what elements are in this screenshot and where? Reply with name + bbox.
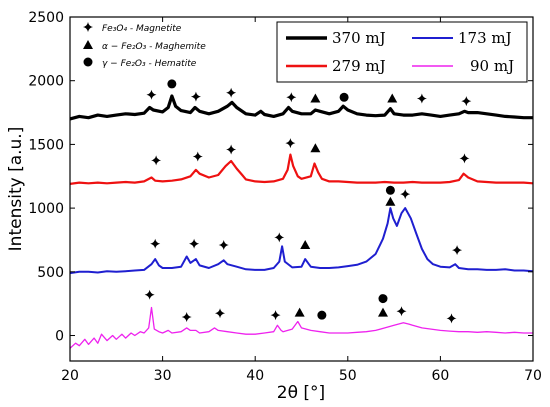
phase-marker-cross-8	[416, 93, 427, 104]
plot-frame	[69, 16, 534, 362]
marker-legend-triangle-icon	[83, 40, 93, 49]
phase-marker-cross-28	[270, 310, 281, 321]
phase-marker-cross-15	[459, 153, 470, 164]
phase-marker-cross-33	[396, 306, 407, 317]
phase-marker-cross-9	[461, 96, 472, 107]
phase-marker-cross-12	[226, 144, 237, 155]
phase-marker-cross-23	[400, 189, 411, 200]
phase-marker-circle-6	[339, 92, 349, 102]
legend-label-173: 173 mJ	[458, 29, 512, 47]
phase-marker-cross-0	[146, 89, 157, 100]
phase-marker-cross-26	[181, 312, 192, 323]
series-line-90-mj	[70, 306, 533, 349]
y-tick-label: 500	[37, 265, 64, 281]
phase-marker-cross-16	[150, 238, 161, 249]
marker-legend: Fe₃O₄ - Magnetite α − Fe₂O₃ - Maghemite …	[83, 22, 206, 69]
y-tick-label: 0	[55, 329, 64, 345]
x-tick-label: 40	[246, 368, 264, 384]
series-line-173-mj	[70, 207, 533, 275]
marker-legend-maghemite: α − Fe₂O₃ - Maghemite	[102, 42, 206, 52]
phase-marker-circle-21	[385, 185, 395, 195]
y-tick-label: 1500	[28, 137, 64, 153]
phase-marker-cross-24	[452, 245, 463, 256]
phase-marker-triangle-7	[387, 93, 398, 103]
x-tick-label: 20	[61, 368, 79, 384]
y-tick-label: 2000	[28, 74, 64, 90]
phase-marker-cross-19	[274, 232, 285, 243]
legend-label-90: 90 mJ	[470, 57, 514, 75]
phase-marker-cross-25	[144, 289, 155, 300]
phase-marker-cross-18	[218, 240, 229, 251]
phase-marker-cross-2	[190, 91, 201, 102]
series-legend: 370 mJ 173 mJ 279 mJ 90 mJ	[276, 21, 528, 83]
series-line-279-mj	[70, 153, 533, 185]
phase-marker-triangle-20	[300, 240, 311, 250]
x-axis-label: 2θ [°]	[277, 383, 325, 403]
phase-marker-cross-27	[215, 308, 226, 319]
x-tick-label: 50	[339, 368, 357, 384]
x-tick-label: 60	[431, 368, 449, 384]
phase-marker-cross-34	[446, 313, 457, 324]
phase-marker-circle-1	[167, 79, 177, 89]
legend-label-279: 279 mJ	[332, 57, 386, 75]
phase-marker-cross-10	[151, 155, 162, 166]
x-tick-label: 30	[154, 368, 172, 384]
x-tick-label: 70	[524, 368, 542, 384]
marker-legend-hematite: γ − Fe₂O₃ - Hematite	[102, 59, 197, 69]
y-tick-label: 2500	[28, 10, 64, 26]
phase-marker-cross-11	[192, 151, 203, 162]
phase-marker-cross-13	[285, 138, 296, 149]
series-line-370-mj	[70, 94, 533, 121]
legend-label-370: 370 mJ	[332, 29, 386, 47]
legend-box	[276, 21, 528, 83]
marker-legend-magnetite: Fe₃O₄ - Magnetite	[102, 24, 182, 34]
phase-marker-triangle-29	[294, 307, 305, 317]
y-axis-label: Intensity [a.u.]	[6, 127, 26, 252]
marker-legend-cross-icon	[83, 22, 93, 32]
phase-marker-cross-4	[286, 92, 297, 103]
y-tick-label: 1000	[28, 201, 64, 217]
phase-marker-triangle-5	[310, 93, 321, 103]
phase-marker-triangle-14	[310, 143, 321, 153]
phase-marker-cross-3	[226, 87, 237, 98]
phase-marker-triangle-22	[385, 196, 396, 206]
phase-marker-circle-30	[317, 310, 327, 320]
phase-marker-triangle-32	[377, 307, 388, 317]
marker-legend-circle-icon	[83, 57, 93, 67]
phase-marker-cross-17	[189, 238, 200, 249]
phase-marker-circle-31	[378, 294, 388, 304]
